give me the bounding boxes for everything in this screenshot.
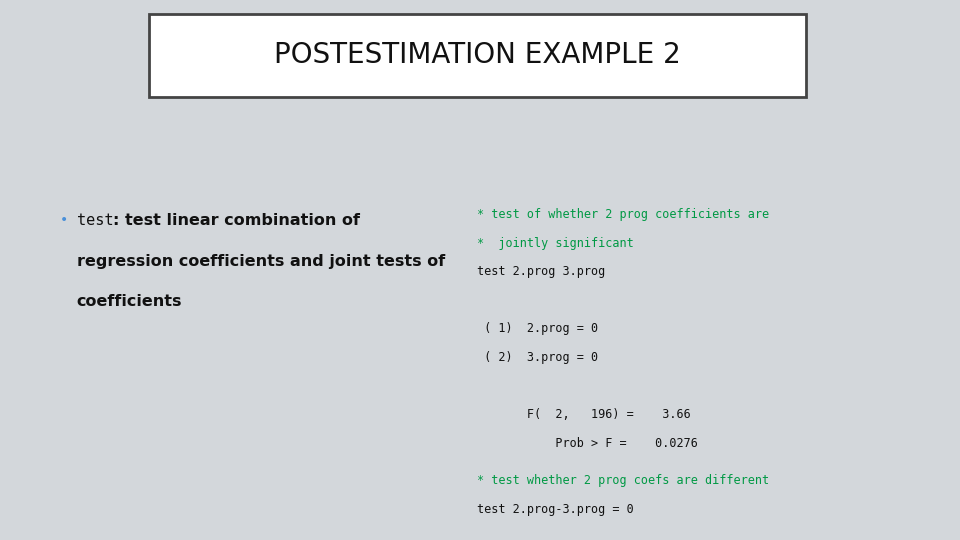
Text: POSTESTIMATION EXAMPLE 2: POSTESTIMATION EXAMPLE 2 bbox=[275, 42, 681, 69]
Text: test: test bbox=[77, 213, 113, 228]
Text: coefficients: coefficients bbox=[77, 294, 182, 309]
FancyBboxPatch shape bbox=[149, 14, 806, 97]
Text: Prob > F =    0.0276: Prob > F = 0.0276 bbox=[477, 437, 698, 450]
Text: ( 2)  3.prog = 0: ( 2) 3.prog = 0 bbox=[477, 351, 598, 364]
Text: * test of whether 2 prog coefficients are: * test of whether 2 prog coefficients ar… bbox=[477, 208, 769, 221]
Text: ( 1)  2.prog = 0: ( 1) 2.prog = 0 bbox=[477, 322, 598, 335]
Text: •: • bbox=[60, 213, 68, 227]
Text: *  jointly significant: * jointly significant bbox=[477, 237, 634, 249]
Text: test 2.prog-3.prog = 0: test 2.prog-3.prog = 0 bbox=[477, 503, 634, 516]
Text: test 2.prog 3.prog: test 2.prog 3.prog bbox=[477, 265, 606, 278]
Text: * test whether 2 prog coefs are different: * test whether 2 prog coefs are differen… bbox=[477, 474, 769, 487]
Text: F(  2,   196) =    3.66: F( 2, 196) = 3.66 bbox=[477, 408, 691, 421]
Text: : test linear combination of: : test linear combination of bbox=[113, 213, 360, 228]
Text: regression coefficients and joint tests of: regression coefficients and joint tests … bbox=[77, 254, 445, 269]
